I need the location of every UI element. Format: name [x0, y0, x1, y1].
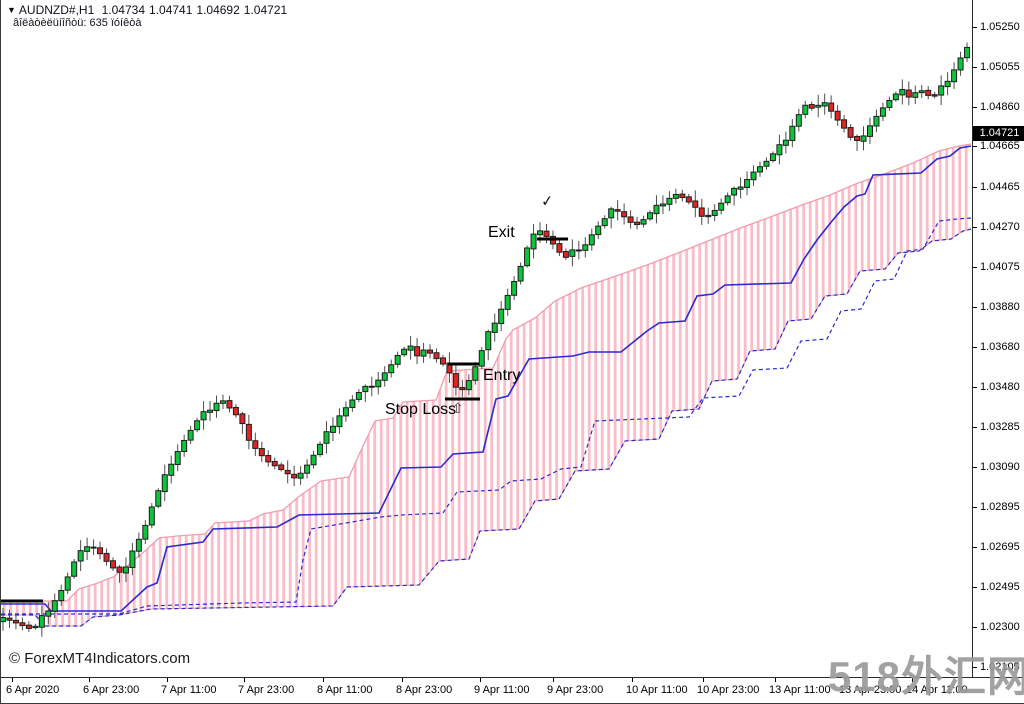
time-axis-label: 8 Apr 11:00: [317, 684, 373, 696]
price-axis-label: 1.04860: [980, 101, 1020, 113]
time-axis-label: 9 Apr 23:00: [547, 684, 604, 696]
price-axis-tick: [973, 27, 977, 28]
copyright-watermark: © ForexMT4Indicators.com: [9, 650, 191, 667]
price-axis-label: 1.02105: [980, 661, 1020, 673]
price-axis-label: 1.03090: [980, 461, 1020, 473]
price-axis-label: 1.02495: [980, 581, 1020, 593]
price-axis-label: 1.02895: [980, 501, 1020, 513]
time-axis-label: 10 Apr 11:00: [626, 684, 688, 696]
price-axis-tick: [973, 267, 977, 268]
time-axis-tick: [89, 678, 90, 682]
exit-label: Exit: [488, 224, 515, 241]
price-axis-tick: [973, 427, 977, 428]
check-icon: ✓: [540, 192, 555, 211]
price-axis-tick: [973, 227, 977, 228]
price-axis-label: 1.02695: [980, 541, 1020, 553]
time-axis-label: 10 Apr 23:00: [697, 684, 760, 696]
volatility-band: [1, 144, 971, 626]
time-axis-tick: [775, 678, 776, 682]
time-axis-label: 7 Apr 23:00: [238, 684, 295, 696]
time-axis-tick: [480, 678, 481, 682]
price-axis-label: 1.03285: [980, 421, 1020, 433]
price-axis-tick: [973, 667, 977, 668]
price-axis-tick: [973, 627, 977, 628]
price-axis-tick: [973, 347, 977, 348]
chart-canvas[interactable]: ▼ AUDNZD#,H1 1.04734 1.04741 1.04692 1.04721…: [1, 0, 972, 677]
price-chart-svg: [1, 42, 972, 637]
band-solid-mid-line: [1, 145, 972, 612]
time-axis-label: 8 Apr 23:00: [396, 684, 453, 696]
price-axis-tick: [973, 67, 977, 68]
price-axis-label: 1.02300: [980, 621, 1020, 633]
time-axis-tick: [912, 678, 913, 682]
price-axis-tick: [973, 387, 977, 388]
quote-low: 1.04692: [196, 3, 240, 17]
stop-loss-label: Stop Loss: [385, 401, 457, 418]
quote-close: 1.04721: [243, 3, 288, 17]
time-axis-tick: [12, 678, 13, 682]
arrow-up-icon: ⇧: [452, 400, 464, 416]
price-axis-label: 1.04075: [980, 261, 1020, 273]
indicator-info-line: âîëàòèëüíîñòü: 635 ïóíêòà: [13, 17, 142, 29]
time-axis-tick: [845, 678, 846, 682]
time-axis-label: 6 Apr 2020: [6, 684, 60, 696]
time-axis-tick: [323, 678, 324, 682]
time-axis[interactable]: 6 Apr 2020 6 Apr 23:00 7 Apr 11:00 7 Apr 23…: [1, 677, 1024, 703]
price-axis-label: 1.03480: [980, 381, 1020, 393]
time-axis-label: 13 Apr 23:00: [839, 684, 902, 696]
time-axis-label: 9 Apr 11:00: [474, 684, 530, 696]
time-axis-label: 6 Apr 23:00: [83, 684, 140, 696]
symbol-dropdown-icon[interactable]: ▼: [7, 5, 16, 15]
price-axis-label: 1.04465: [980, 181, 1020, 193]
price-axis-tick: [973, 507, 977, 508]
time-axis-tick: [632, 678, 633, 682]
price-axis-tick: [973, 547, 977, 548]
time-axis-tick: [553, 678, 554, 682]
current-price-box: 1.04721: [973, 126, 1024, 141]
price-axis-tick: [973, 307, 977, 308]
quote-open: 1.04734: [101, 3, 146, 17]
time-axis-tick: [402, 678, 403, 682]
time-axis-tick: [167, 678, 168, 682]
time-axis-label: 7 Apr 11:00: [161, 684, 217, 696]
entry-label: Entry: [483, 367, 521, 384]
time-axis-label: 13 Apr 11:00: [769, 684, 831, 696]
candle-bodies: [1, 46, 971, 629]
price-axis-label: 1.05055: [980, 61, 1020, 73]
price-axis-tick: [973, 146, 977, 147]
band-dashed-lower-line: [1, 228, 972, 627]
price-axis-label: 1.03680: [980, 341, 1020, 353]
price-axis-tick: [973, 107, 977, 108]
price-axis-label: 1.04665: [980, 140, 1020, 152]
band-upper-edge: [1, 143, 972, 602]
price-axis-label: 1.03880: [980, 301, 1020, 313]
price-axis-tick: [973, 587, 977, 588]
price-axis-label: 1.04270: [980, 221, 1020, 233]
price-axis-label: 1.05250: [980, 21, 1020, 33]
time-axis-tick: [244, 678, 245, 682]
price-axis-tick: [973, 187, 977, 188]
brand-watermark: 518外汇网: [827, 653, 1024, 700]
price-axis[interactable]: 1.04721 1.05250 1.05055 1.04860 1.04665 1.04…: [972, 0, 1024, 677]
time-axis-tick: [703, 678, 704, 682]
quote-high: 1.04741: [149, 3, 193, 17]
price-axis-tick: [973, 467, 977, 468]
time-axis-label: 14 Apr 11:00: [906, 684, 968, 696]
symbol-name: AUDNZD#,H1: [18, 3, 95, 17]
quote-header: ▼ AUDNZD#,H1 1.04734 1.04741 1.04692 1.04721: [7, 3, 291, 18]
